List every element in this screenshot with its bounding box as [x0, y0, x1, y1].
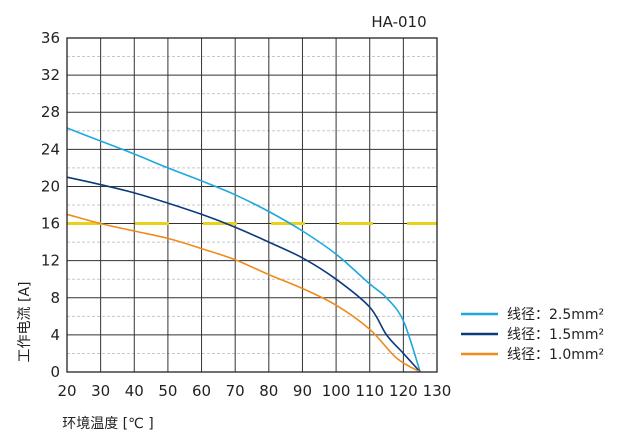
x-tick-label: 50 — [158, 382, 177, 400]
x-tick-label: 40 — [125, 382, 144, 400]
minor-grid — [67, 56, 437, 354]
y-tick-label: 16 — [41, 215, 60, 233]
axes-layer — [66, 37, 438, 373]
x-tick-label: 110 — [355, 382, 384, 400]
y-tick-label: 8 — [50, 289, 60, 307]
x-tick-label: 20 — [57, 382, 76, 400]
y-tick-label: 36 — [41, 29, 60, 47]
series-line-3 — [66, 213, 421, 373]
y-tick-label: 4 — [50, 326, 60, 344]
series-line-2 — [66, 176, 421, 373]
y-tick-label: 32 — [41, 66, 60, 84]
x-axis-label: 环境温度 [℃ ] — [62, 416, 154, 432]
legend-label-2: 线径：1.5mm² — [507, 327, 604, 343]
legend-label-3: 线径：1.0mm² — [507, 347, 604, 363]
major-grid — [67, 38, 437, 372]
y-tick-label: 20 — [41, 177, 60, 195]
legend: 线径：2.5mm² 线径：1.5mm² 线径：1.0mm² — [461, 307, 604, 363]
x-tick-labels: 20 30 40 50 60 70 80 90 100 110 120 130 — [57, 382, 451, 400]
chart-title: HA-010 — [371, 13, 426, 31]
plot-frame — [66, 37, 438, 373]
x-tick-label: 120 — [389, 382, 418, 400]
legend-label-1: 线径：2.5mm² — [507, 307, 604, 323]
y-tick-label: 24 — [41, 140, 60, 158]
series-line-1 — [66, 127, 421, 373]
x-tick-label: 60 — [192, 382, 211, 400]
y-tick-labels: 0 4 8 12 16 20 24 28 32 36 — [41, 29, 60, 381]
x-tick-label: 30 — [91, 382, 110, 400]
x-tick-label: 90 — [293, 382, 312, 400]
y-tick-label: 0 — [50, 363, 60, 381]
y-axis-label: 工作电流 [A] — [17, 282, 33, 363]
x-tick-label: 80 — [259, 382, 278, 400]
x-tick-label: 100 — [322, 382, 351, 400]
x-tick-label: 70 — [226, 382, 245, 400]
series-layer — [66, 127, 421, 373]
y-tick-label: 12 — [41, 252, 60, 270]
y-tick-label: 28 — [41, 103, 60, 121]
x-tick-label: 130 — [423, 382, 452, 400]
